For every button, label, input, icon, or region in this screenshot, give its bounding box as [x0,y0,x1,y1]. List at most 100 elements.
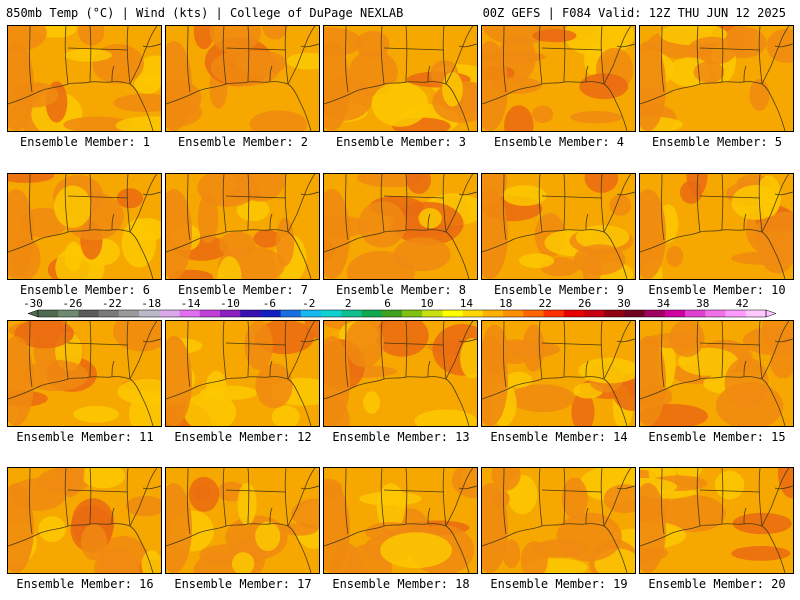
map-boundary-line [67,342,129,346]
ensemble-member-map [639,320,794,427]
colorbar-segment [199,310,221,317]
temperature-field-map [8,174,161,279]
colorbar-segment [321,310,342,317]
ensemble-member-map [481,467,636,574]
temperature-patch [324,483,350,573]
temperature-patch [63,116,133,131]
temperature-patch [113,93,161,113]
map-boundary-line [247,26,250,83]
map-boundary-line [8,376,154,426]
temperature-patch [262,26,288,40]
map-boundary-line [427,213,431,231]
colorbar-segment [159,310,180,317]
map-boundary-line [111,65,115,83]
map-boundary-line [538,321,543,380]
map-boundary-line [640,229,786,279]
map-boundary-line [300,485,319,490]
map-boundary-line [129,26,158,85]
colorbar-segment [240,310,261,317]
colorbar-tick-label: 14 [460,297,474,310]
map-boundary-line [383,195,445,199]
ensemble-member-label: Ensemble Member: 16 [16,577,154,591]
ensemble-member-label: Ensemble Member: 6 [19,283,151,297]
temperature-patch [766,28,793,63]
colorbar-segment [523,310,544,317]
colorbar-segment [361,310,383,317]
map-boundary-line [187,174,191,241]
map-boundary-line [187,321,191,388]
temperature-patch [8,41,34,131]
temperature-field-map [640,174,793,279]
map-boundary-line [383,489,445,493]
temperature-patch [687,36,737,65]
map-boundary-line [640,376,786,426]
map-boundary-line [284,468,289,527]
ensemble-member-label: Ensemble Member: 10 [648,283,786,297]
temperature-patch [286,52,319,70]
map-boundary-line [187,26,191,93]
map-boundary-line [284,321,289,380]
temperature-patch [8,336,34,426]
map-boundary-line [661,26,665,93]
map-boundary-line [541,195,603,199]
ensemble-member-map [7,467,162,574]
map-boundary-line [458,485,477,490]
temperature-patch [113,321,161,352]
map-boundary-line [616,191,635,196]
temperature-patch [375,321,429,357]
temperature-patch [324,189,350,279]
map-boundary-line [380,26,385,85]
temperature-patch [509,384,575,413]
temperature-patch [188,476,220,512]
map-boundary-line [563,174,566,231]
map-boundary-line [743,507,747,525]
map-boundary-line [603,321,632,380]
temperature-field-map [8,26,161,131]
map-boundary-line [324,81,470,131]
map-boundary-line [269,65,273,83]
ensemble-member-map [323,173,478,280]
map-boundary-line [300,338,319,343]
map-boundary-line [503,468,507,535]
temperature-patch [393,237,451,272]
map-boundary-line [585,360,589,378]
map-boundary-line [616,485,635,490]
temperature-patch [355,30,390,59]
temperature-patch [724,357,769,409]
map-boundary-line [89,468,92,525]
colorbar-segment [381,310,403,317]
map-boundary-line [600,321,605,380]
temperature-patch [742,326,793,356]
map-boundary-line [166,229,312,279]
colorbar-tick-label: 34 [657,297,671,310]
temperature-patch [666,246,684,267]
ensemble-member-map [639,25,794,132]
map-boundary-line [142,485,161,490]
map-boundary-line [142,43,161,48]
temperature-field-map [8,321,161,426]
map-boundary-line [445,468,474,527]
ensemble-member-label: Ensemble Member: 7 [177,283,309,297]
map-boundary-line [585,65,589,83]
map-boundary-line [64,468,69,527]
map-boundary-line [774,43,793,48]
temperature-field-map [640,321,793,426]
temperature-patch [237,482,257,526]
temperature-patch [561,477,588,520]
map-boundary-line [761,321,790,380]
map-boundary-line [8,523,154,573]
temperature-patch [661,494,726,533]
temperature-patch [756,175,781,217]
ensemble-member-map [165,467,320,574]
temperature-field-map [166,26,319,131]
map-boundary-line [482,523,628,573]
map-title: 850mb Temp (°C) | Wind (kts) | College o… [6,6,404,20]
ensemble-member-map [7,25,162,132]
colorbar-tick-label: -10 [220,297,240,310]
colorbar-segment [422,310,443,317]
map-boundary-line [585,507,589,525]
temperature-patch [418,208,442,229]
map-boundary-line [126,174,131,233]
map-boundary-line [603,26,632,85]
temperature-field-map [324,174,477,279]
